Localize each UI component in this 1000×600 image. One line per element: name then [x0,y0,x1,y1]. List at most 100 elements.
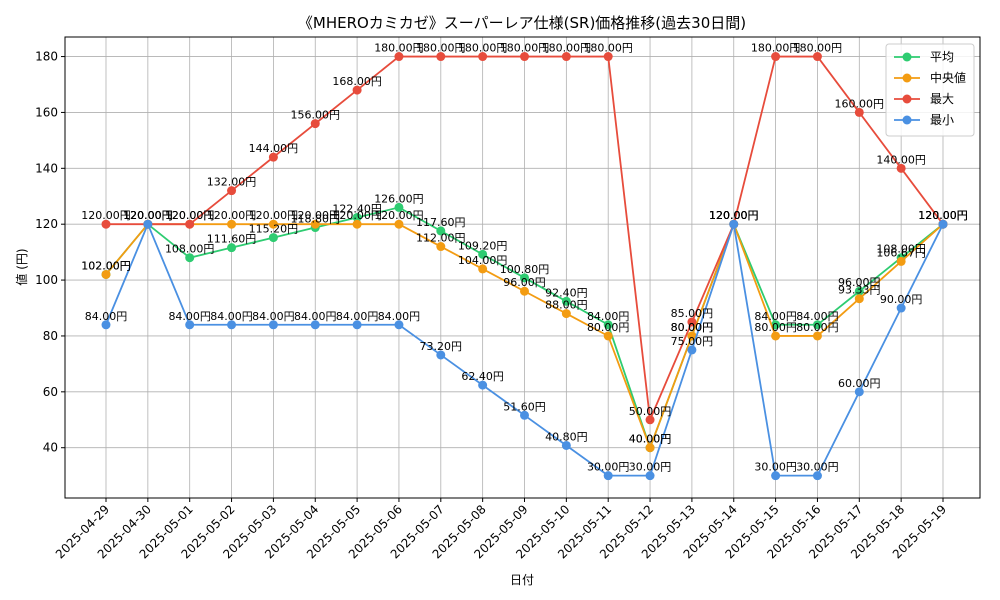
data-point [478,264,488,274]
data-label: 168.00円 [332,75,382,88]
data-label: 80.00円 [671,321,714,334]
y-tick-label: 180 [35,50,58,64]
data-point [854,107,864,117]
data-point [812,320,822,330]
data-label: 30.00円 [629,461,672,474]
data-label: 180.00円 [374,42,424,55]
data-label: 120.00円 [123,209,173,222]
data-label: 40.80円 [545,430,588,443]
data-point [687,345,697,355]
data-point [436,226,446,236]
data-label: 40.00円 [629,433,672,446]
data-label: 102.00円 [81,259,131,272]
data-point [854,294,864,304]
chart-title: 《MHEROカミカゼ》スーパーレア仕様(SR)価格推移(過去30日間) [298,14,746,32]
legend-label: 最小 [930,113,954,127]
y-tick-label: 140 [35,161,58,175]
data-label: 120.00円 [709,209,759,222]
data-label: 120.00円 [123,209,173,222]
data-label: 120.00円 [374,209,424,222]
data-point [603,52,613,62]
data-label: 106.67円 [876,246,926,259]
data-label: 60.00円 [838,377,881,390]
data-label: 84.00円 [294,310,337,323]
data-point [352,85,362,95]
data-point [812,331,822,341]
legend-marker [902,115,912,125]
data-label: 84.00円 [796,310,839,323]
data-label: 144.00円 [249,142,299,155]
data-label: 96.00円 [838,276,881,289]
data-label: 120.00円 [918,209,968,222]
data-point [771,471,781,481]
data-label: 180.00円 [416,42,466,55]
data-label: 120.00円 [123,209,173,222]
data-point [101,320,111,330]
data-label: 120.00円 [165,209,215,222]
data-point [561,309,571,319]
data-point [478,52,488,62]
data-point [394,52,404,62]
data-label: 126.00円 [374,192,424,205]
data-point [352,320,362,330]
data-label: 180.00円 [542,42,592,55]
data-point [603,471,613,481]
data-label: 132.00円 [207,176,257,189]
data-label: 84.00円 [378,310,421,323]
data-label: 40.00円 [629,433,672,446]
data-label: 80.00円 [796,321,839,334]
data-point [310,119,320,129]
data-point [185,320,195,330]
data-label: 51.60円 [503,400,546,413]
data-point [268,320,278,330]
data-label: 117.60円 [416,216,466,229]
data-point [227,320,237,330]
data-point [436,52,446,62]
legend-label: 中央値 [930,70,966,85]
data-label: 30.00円 [587,461,630,474]
data-point [520,273,529,283]
data-point [143,219,153,229]
data-point [729,219,739,229]
data-point [352,219,362,229]
data-label: 62.40円 [461,370,504,383]
data-point [185,253,195,263]
data-point [812,471,822,481]
y-tick-label: 60 [43,385,58,399]
data-label: 102.00円 [81,259,131,272]
data-point [352,212,362,222]
series-lines [101,52,948,481]
data-label: 140.00円 [876,153,926,166]
data-label: 108.00円 [165,243,215,256]
data-label: 180.00円 [751,42,801,55]
data-labels: 102.00円120.00円108.00円111.60円115.20円118.8… [81,42,968,474]
data-label: 30.00円 [796,461,839,474]
data-point [771,52,781,62]
data-label: 80.00円 [754,321,797,334]
x-axis-label: 日付 [510,573,534,587]
data-label: 73.20円 [420,340,463,353]
data-point [854,286,864,296]
data-label: 180.00円 [500,42,550,55]
data-label: 96.00円 [503,276,546,289]
legend-marker [902,94,912,104]
data-label: 84.00円 [210,310,253,323]
y-tick-label: 160 [35,105,58,119]
data-point [478,380,488,390]
data-label: 80.00円 [671,321,714,334]
data-label: 50.00円 [629,405,672,418]
data-label: 115.20円 [249,223,299,236]
data-point [101,269,111,279]
data-label: 84.00円 [85,310,128,323]
data-point [227,243,237,253]
data-label: 92.40円 [545,286,588,299]
data-point [520,410,529,420]
data-point [394,320,404,330]
data-label: 30.00円 [754,461,797,474]
data-label: 122.40円 [332,202,382,215]
data-label: 120.00円 [81,209,131,222]
data-label: 120.00円 [709,209,759,222]
data-point [645,415,655,425]
data-label: 84.00円 [754,310,797,323]
